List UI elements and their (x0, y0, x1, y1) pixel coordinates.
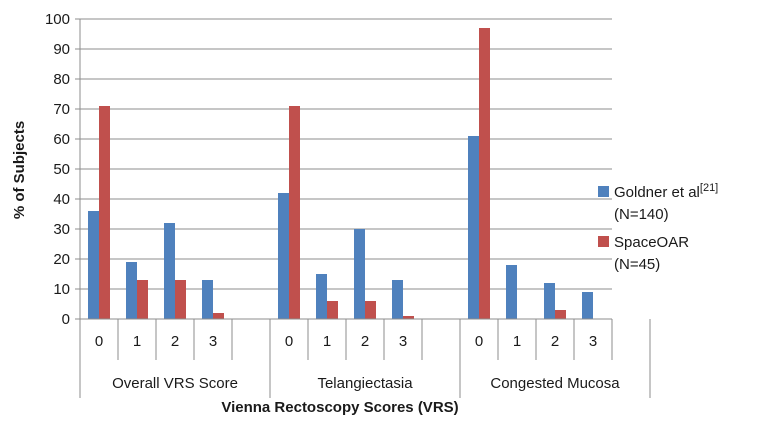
legend-swatch-spaceoar (598, 236, 609, 247)
y-tick-labels: 0 10 20 30 40 50 60 70 80 90 100 (45, 11, 70, 328)
legend-goldner-citation: [21] (700, 182, 718, 194)
bar-series0-group2-cat1 (506, 265, 517, 319)
y-tick-label: 90 (53, 41, 70, 58)
y-tick-label: 80 (53, 71, 70, 88)
bar-series1-group1-cat1 (327, 301, 338, 319)
bars (88, 28, 593, 319)
x-axis-title: Vienna Rectoscopy Scores (VRS) (221, 399, 458, 416)
x-tick-label: 1 (133, 333, 141, 350)
group-label: Overall VRS Score (112, 375, 238, 392)
y-tick-label: 70 (53, 101, 70, 118)
y-tick-label: 20 (53, 251, 70, 268)
legend-label-spaceoar: SpaceOAR (614, 234, 689, 251)
y-tick-label: 60 (53, 131, 70, 148)
x-tick-label: 0 (95, 333, 103, 350)
x-tick-label: 0 (475, 333, 483, 350)
bar-series0-group0-cat3 (202, 280, 213, 319)
legend-spaceoar-line2: (N=45) (614, 256, 660, 273)
bar-series0-group0-cat1 (126, 262, 137, 319)
group-label: Congested Mucosa (490, 375, 620, 392)
bar-series1-group1-cat3 (403, 316, 414, 319)
group-label: Telangiectasia (317, 375, 413, 392)
x-tick-label: 1 (513, 333, 521, 350)
x-tick-label: 3 (589, 333, 597, 350)
legend-goldner-line1: Goldner et al (614, 184, 700, 201)
bar-series1-group0-cat0 (99, 106, 110, 319)
x-tick-label: 2 (551, 333, 559, 350)
bar-series1-group2-cat2 (555, 310, 566, 319)
x-tick-labels: 0 1 2 3 0 1 2 3 0 1 2 3 (95, 333, 597, 350)
legend-label-goldner-n: (N=140) (614, 206, 669, 223)
bar-series0-group2-cat3 (582, 292, 593, 319)
bar-series0-group2-cat0 (468, 136, 479, 319)
x-tick-label: 3 (399, 333, 407, 350)
bar-series1-group0-cat3 (213, 313, 224, 319)
x-tick-label: 1 (323, 333, 331, 350)
y-tick-label: 10 (53, 281, 70, 298)
bar-series1-group1-cat2 (365, 301, 376, 319)
bar-series1-group2-cat0 (479, 28, 490, 319)
legend-spaceoar-line1: SpaceOAR (614, 234, 689, 251)
y-tick-label: 30 (53, 221, 70, 238)
group-labels: Overall VRS Score Telangiectasia Congested… (112, 375, 620, 392)
x-tick-label: 2 (361, 333, 369, 350)
bar-series1-group1-cat0 (289, 106, 300, 319)
y-axis-title: % of Subjects (11, 121, 28, 219)
legend-label-spaceoar-n: (N=45) (614, 256, 660, 273)
x-tick-label: 3 (209, 333, 217, 350)
y-tick-label: 100 (45, 11, 70, 28)
bar-series1-group0-cat2 (175, 280, 186, 319)
bar-series0-group0-cat0 (88, 211, 99, 319)
legend-goldner-line2: (N=140) (614, 206, 669, 223)
y-tick-label: 40 (53, 191, 70, 208)
legend-label-goldner: Goldner et al[21] (614, 182, 718, 201)
y-tick-label: 0 (62, 311, 70, 328)
bar-series0-group1-cat1 (316, 274, 327, 319)
bar-series0-group0-cat2 (164, 223, 175, 319)
y-tick-label: 50 (53, 161, 70, 178)
x-tick-label: 0 (285, 333, 293, 350)
axes (75, 18, 651, 398)
x-tick-label: 2 (171, 333, 179, 350)
gridlines (80, 18, 612, 290)
bar-series0-group1-cat0 (278, 193, 289, 319)
bar-series0-group1-cat2 (354, 229, 365, 319)
legend-swatch-goldner (598, 186, 609, 197)
bar-series0-group1-cat3 (392, 280, 403, 319)
bar-series1-group0-cat1 (137, 280, 148, 319)
legend: Goldner et al[21] (N=140) SpaceOAR (N=45… (598, 182, 718, 273)
bar-series0-group2-cat2 (544, 283, 555, 319)
